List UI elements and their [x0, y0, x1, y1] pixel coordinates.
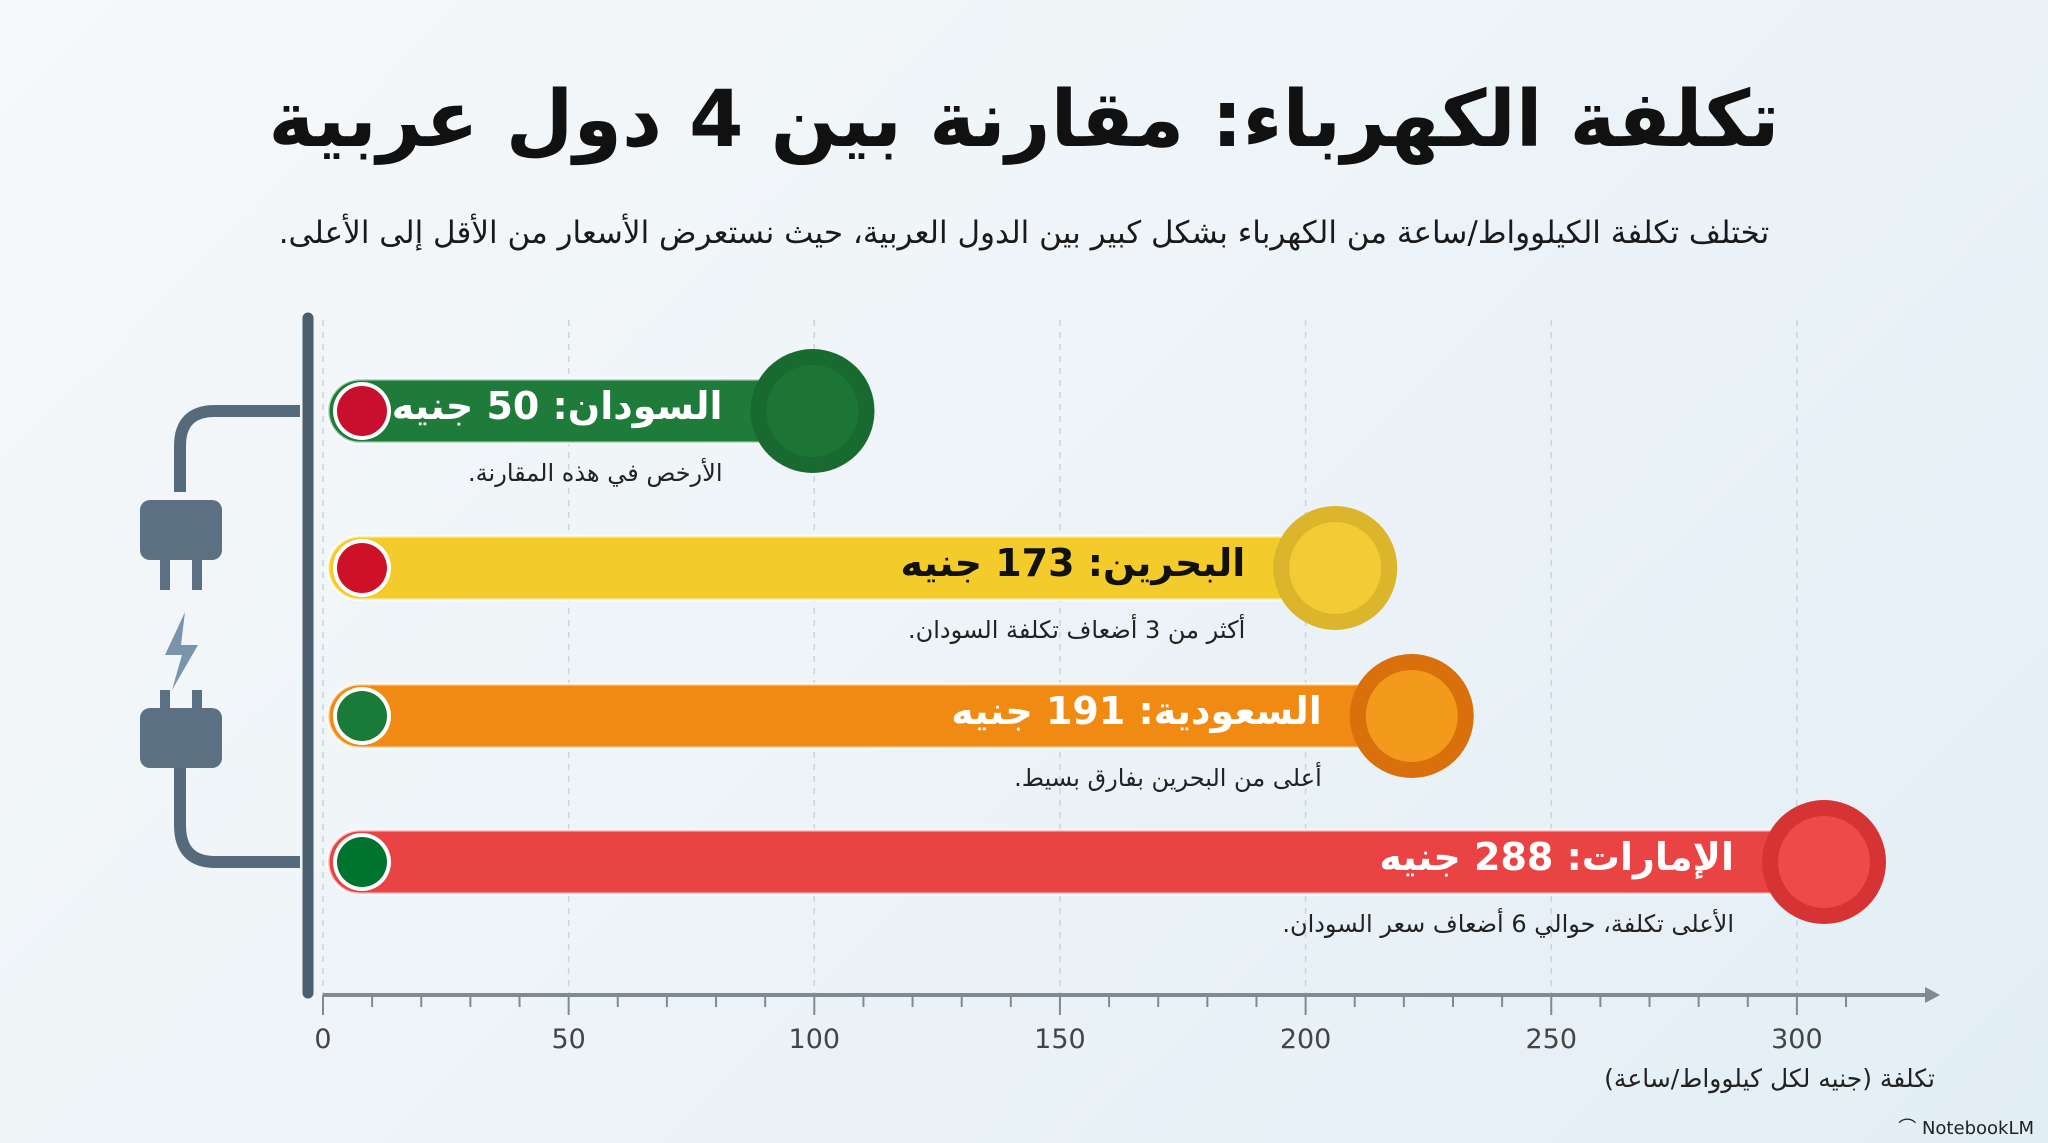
plug-prong [160, 560, 170, 590]
notebooklm-brand: ⌒ NotebookLM [1898, 1118, 2034, 1139]
flag-icon-fill [337, 837, 387, 887]
x-axis-title: تكلفة (جنيه لكل كيلوواط/ساعة) [1604, 1064, 1935, 1093]
bar-end-circle-inner [1778, 816, 1870, 908]
flag-icon-fill [337, 543, 387, 593]
x-axis-arrow [1925, 987, 1940, 1003]
x-tick-label: 100 [788, 1024, 841, 1055]
x-tick-label: 150 [1034, 1024, 1086, 1055]
x-tick-label: 300 [1771, 1024, 1823, 1055]
bar-note: أعلى من البحرين بفارق بسيط. [1014, 764, 1322, 792]
plug-prong [192, 560, 202, 590]
chart-title: تكلفة الكهرباء: مقارنة بين 4 دول عربية [268, 75, 1780, 165]
x-tick-label: 0 [314, 1024, 332, 1055]
bar-label: السودان: 50 جنيه [391, 384, 723, 428]
bar-end-circle-inner [1289, 522, 1382, 614]
socket-icon [140, 708, 222, 768]
bar-label: الإمارات: 288 جنيه [1379, 835, 1734, 879]
x-tick-label: 50 [551, 1024, 586, 1055]
bar-end-circle-inner [766, 365, 859, 457]
socket-prong [192, 690, 202, 712]
bar-note: الأعلى تكلفة، حوالي 6 أضعاف سعر السودان. [1282, 910, 1734, 938]
chart-subtitle: تختلف تكلفة الكيلوواط/ساعة من الكهرباء ب… [278, 215, 1770, 251]
lightning-icon [165, 612, 198, 690]
x-tick-label: 250 [1525, 1024, 1578, 1055]
bar-note: أكثر من 3 أضعاف تكلفة السودان. [908, 616, 1246, 644]
plug-cable [174, 405, 300, 868]
bar-label: البحرين: 173 جنيه [900, 541, 1246, 585]
flag-icon-fill [337, 386, 387, 436]
socket-prong [160, 690, 170, 712]
bar-note: الأرخص في هذه المقارنة. [468, 459, 723, 487]
plug-top-icon [140, 500, 222, 560]
flag-icon-fill [337, 691, 387, 741]
bar-label: السعودية: 191 جنيه [951, 689, 1322, 733]
notebooklm-icon: ⌒ [1898, 1118, 1922, 1139]
bar-end-circle-inner [1365, 670, 1458, 762]
x-tick-label: 200 [1279, 1024, 1332, 1055]
